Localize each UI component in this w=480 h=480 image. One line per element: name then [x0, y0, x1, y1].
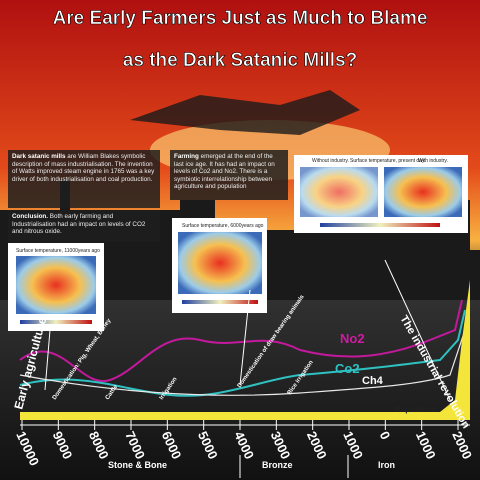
box-lead: Dark satanic mills	[12, 153, 66, 160]
event-pointers	[44, 259, 451, 401]
map-right: Without industry. Surface temperature, p…	[294, 155, 468, 233]
series-label: Co2	[335, 361, 360, 376]
box-text: are William Blakes symbolic description …	[12, 153, 155, 183]
map-left: Surface temperature, 11000years ago	[8, 243, 104, 331]
map-middle: Surface temperature, 6000years ago	[172, 218, 267, 313]
era-label: Iron	[378, 460, 395, 470]
map-caption: Surface temperature, 6000years ago	[182, 223, 264, 229]
era-dividers	[239, 455, 349, 478]
title-line: Are Early Farmers Just as Much to Blame	[53, 8, 428, 29]
era-label: Bronze	[262, 460, 293, 470]
box-text: emerged at the end of the last ice age. …	[174, 153, 275, 190]
box-lead: Farming	[174, 153, 199, 160]
series-label: Population	[395, 405, 436, 414]
series-label: No2	[340, 331, 365, 346]
eras: Stone & Bone Bronze Iron	[108, 460, 395, 470]
text-box: Dark satanic mills are William Blakes sy…	[8, 150, 160, 208]
box-text: Both early farming and Industrialisation…	[12, 213, 146, 235]
box-lead: Conclusion.	[12, 213, 49, 220]
map-caption: Surface temperature, 11000years ago	[16, 248, 100, 254]
series-label: Ch4	[362, 375, 384, 387]
map-caption: Surface temperature, present day.	[350, 158, 426, 164]
text-box: Conclusion. Both early farming and Indus…	[8, 210, 160, 242]
map-caption: With industry.	[418, 158, 448, 164]
title-line: as the Dark Satanic Mills?	[123, 50, 357, 71]
text-box: Farming emerged at the end of the last i…	[170, 150, 288, 200]
era-label: Stone & Bone	[108, 460, 167, 470]
map-caption: Without industry.	[312, 158, 349, 164]
